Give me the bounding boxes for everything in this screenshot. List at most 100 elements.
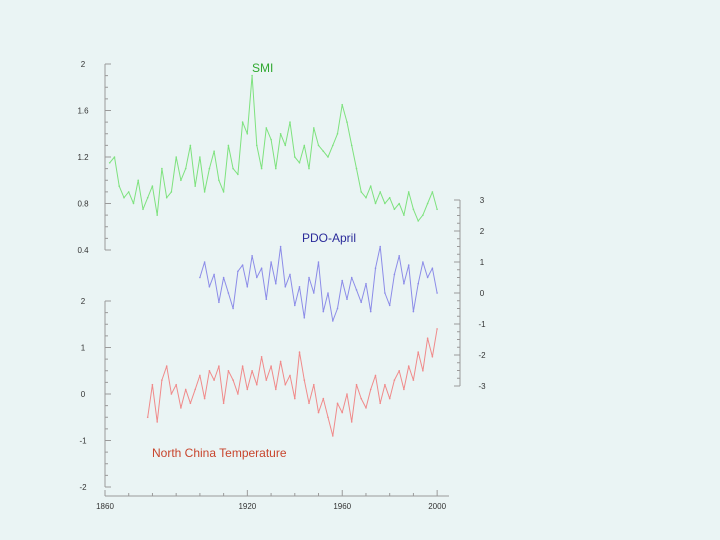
data-point-pdo-april [227, 292, 230, 294]
pdo-tick-label: 0 [480, 289, 485, 298]
data-point-smi [332, 144, 334, 147]
data-point-pdo-april [279, 245, 282, 248]
data-point-smi [232, 167, 234, 170]
data-point-smi [298, 162, 301, 164]
data-point-smi [379, 191, 382, 193]
data-point-north-china-temperature [365, 407, 367, 409]
data-point-north-china-temperature [270, 365, 272, 367]
data-point-smi [180, 179, 182, 182]
data-point-pdo-april [241, 264, 244, 266]
smi-tick-label: 1.2 [77, 153, 89, 162]
data-point-smi [341, 103, 344, 106]
data-point-pdo-april [275, 282, 277, 285]
data-point-north-china-temperature [417, 351, 420, 353]
smi-tick-label: 1.6 [77, 107, 89, 116]
data-point-pdo-april [426, 276, 429, 279]
series-line-smi [109, 75, 438, 222]
data-point-north-china-temperature [431, 356, 434, 358]
data-point-north-china-temperature [350, 421, 353, 423]
data-point-smi [123, 196, 125, 199]
data-point-north-china-temperature [317, 411, 320, 414]
x-tick-label: 1960 [333, 502, 351, 511]
data-point-smi [317, 144, 320, 147]
data-point-smi [289, 121, 291, 123]
data-point-north-china-temperature [403, 388, 405, 391]
data-point-smi [156, 214, 158, 216]
data-point-north-china-temperature [327, 416, 329, 419]
data-point-north-china-temperature [436, 328, 438, 330]
data-point-north-china-temperature [151, 383, 154, 386]
data-point-smi [241, 121, 244, 123]
data-point-smi [184, 167, 187, 170]
data-point-smi [436, 208, 438, 211]
data-point-smi [118, 185, 120, 187]
data-point-smi [189, 144, 192, 147]
data-point-pdo-april [407, 264, 410, 266]
pdo-tick-label: -1 [478, 320, 486, 329]
data-point-north-china-temperature [255, 383, 258, 386]
data-point-north-china-temperature [303, 379, 306, 381]
data-point-north-china-temperature [251, 370, 253, 372]
data-point-north-china-temperature [146, 416, 149, 419]
data-point-smi [360, 191, 363, 193]
data-point-north-china-temperature [294, 397, 296, 400]
data-point-north-china-temperature [360, 397, 363, 400]
label-layer: SMI PDO-April North China Temperature [152, 61, 356, 460]
series-label-north-china-temperature: North China Temperature [152, 446, 287, 460]
data-point-smi [161, 167, 163, 170]
data-point-pdo-april [322, 310, 325, 313]
data-point-north-china-temperature [322, 397, 325, 400]
data-point-north-china-temperature [412, 379, 415, 381]
data-point-smi [151, 185, 154, 187]
data-point-smi [384, 202, 386, 205]
data-point-smi [431, 191, 434, 193]
data-point-smi [227, 144, 230, 147]
data-point-smi [218, 179, 220, 182]
series-line-north-china-temperature [147, 328, 438, 437]
data-point-pdo-april [417, 282, 420, 285]
data-point-smi [365, 196, 367, 199]
data-point-pdo-april [213, 273, 215, 276]
data-point-north-china-temperature [289, 374, 291, 377]
series-label-pdo-april: PDO-April [302, 231, 356, 245]
data-point-smi [194, 185, 196, 187]
data-point-smi [222, 191, 225, 193]
data-point-pdo-april [303, 317, 306, 319]
data-point-north-china-temperature [275, 388, 277, 391]
data-point-pdo-april [436, 292, 438, 294]
data-point-north-china-temperature [388, 397, 391, 400]
data-point-pdo-april [360, 301, 363, 304]
temp-tick-label: 0 [81, 390, 86, 399]
data-point-smi [146, 196, 149, 199]
data-point-smi [346, 121, 348, 123]
x-tick-label: 1920 [238, 502, 256, 511]
data-point-north-china-temperature [369, 388, 372, 391]
temp-tick-label: -1 [79, 437, 87, 446]
data-point-north-china-temperature [279, 360, 282, 363]
data-point-north-china-temperature [265, 379, 268, 381]
data-point-smi [407, 191, 410, 193]
data-point-north-china-temperature [332, 435, 334, 437]
data-point-north-china-temperature [346, 393, 348, 395]
series-layer [108, 74, 438, 437]
data-point-pdo-april [332, 320, 334, 322]
data-point-pdo-april [289, 273, 291, 276]
temp-tick-label: -2 [79, 483, 87, 492]
data-point-pdo-april [365, 282, 367, 285]
data-point-pdo-april [199, 276, 201, 279]
data-point-north-china-temperature [232, 379, 234, 381]
data-point-pdo-april [384, 292, 386, 294]
data-point-north-china-temperature [398, 370, 401, 372]
data-point-smi [393, 208, 396, 211]
data-point-north-china-temperature [426, 337, 429, 340]
smi-tick-label: 2 [81, 60, 86, 69]
pdo-tick-label: -3 [478, 382, 486, 391]
data-point-pdo-april [270, 261, 272, 263]
data-point-pdo-april [222, 276, 225, 279]
data-point-pdo-april [431, 267, 434, 270]
data-point-north-china-temperature [161, 379, 163, 381]
pdo-tick-label: 1 [480, 258, 485, 267]
data-point-pdo-april [218, 301, 220, 304]
data-point-pdo-april [232, 307, 234, 310]
